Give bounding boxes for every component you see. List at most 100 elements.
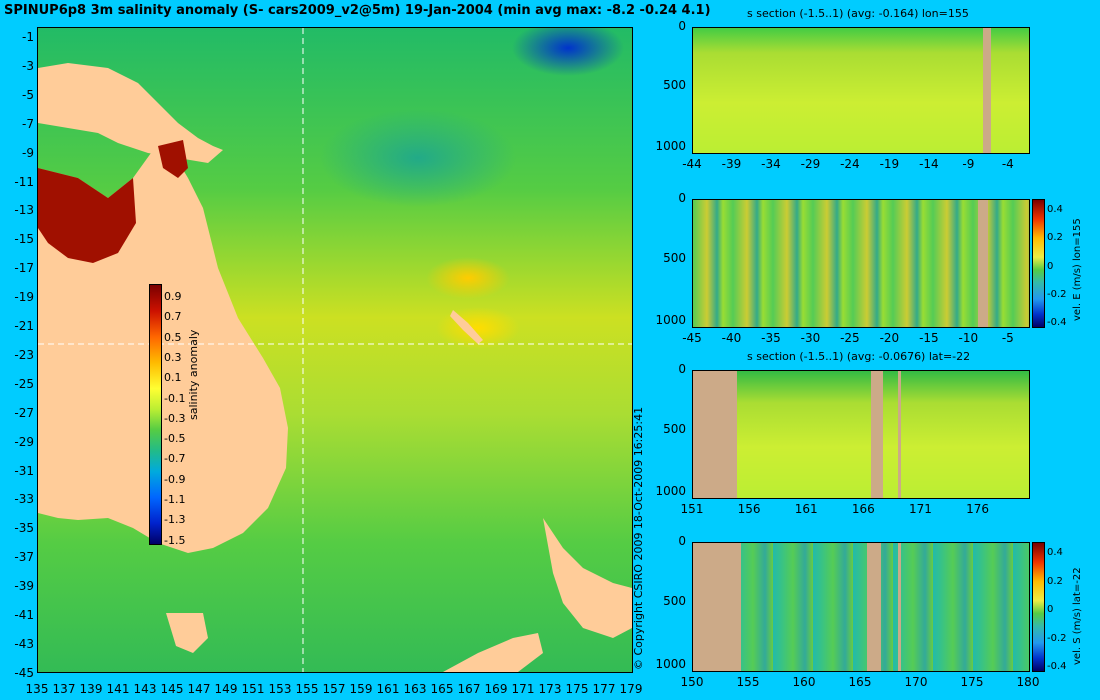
map-lon-tick: 165 [430, 682, 454, 696]
section-x-tick: -34 [761, 157, 781, 171]
map-lon-tick: 171 [511, 682, 535, 696]
map-lat-tick: -37 [14, 550, 34, 565]
section-depth-tick: 500 [663, 250, 686, 265]
section-x-tick: -15 [919, 331, 939, 345]
section-land-mask [978, 200, 988, 327]
section-depth-tick: 1000 [655, 483, 686, 498]
section-land-mask [898, 543, 901, 671]
section-depth-tick: 0 [678, 534, 686, 548]
section-x-tick: 166 [851, 502, 875, 516]
map-colorbar-tick: -0.7 [164, 452, 186, 466]
section-x-tick: -9 [962, 157, 975, 171]
section-x-tick: 180 [1016, 675, 1040, 689]
map-lon-tick: 145 [160, 682, 184, 696]
section-x-tick: -40 [721, 331, 742, 345]
section-x-tick: -19 [879, 157, 900, 171]
section-colorbar-tick: -0.4 [1047, 661, 1067, 672]
section-colorbar [1032, 199, 1045, 328]
section-x-tick: 150 [680, 675, 704, 689]
section-x-tick: -29 [800, 157, 821, 171]
section-colorbar-tick: -0.2 [1047, 632, 1067, 644]
map-lon-tick: 143 [133, 682, 157, 696]
section-x-tick: 155 [736, 675, 760, 689]
map-colorbar-tick: -1.3 [164, 513, 186, 527]
section-x-tick: 176 [966, 502, 990, 516]
map-lat-tick: -3 [22, 58, 34, 73]
map-lon-tick: 167 [457, 682, 481, 696]
section-land-mask [867, 543, 881, 671]
section-x-tick: 160 [792, 675, 816, 689]
map-lat-tick: -13 [14, 203, 34, 218]
map-lat-tick: -15 [14, 232, 34, 247]
land-nz-north [543, 518, 632, 638]
map-colorbar-label: salinity anomaly [187, 329, 200, 420]
section-title: s section (-1.5..1) (avg: -0.0676) lat=-… [747, 350, 971, 363]
map-lat-tick: -17 [14, 261, 34, 276]
section-x-tick: -20 [879, 331, 900, 345]
map-lon-tick: 139 [79, 682, 103, 696]
map-lon-tick: 177 [592, 682, 616, 696]
section-land-mask [693, 371, 737, 498]
map-lon-tick: 141 [106, 682, 130, 696]
section-colorbar-tick: 0.4 [1047, 204, 1063, 215]
section-colorbar [1032, 542, 1045, 672]
section-depth-tick: 1000 [655, 312, 686, 327]
section-colorbar-tick: 0.2 [1047, 575, 1063, 587]
section-land-mask [898, 371, 901, 498]
map-lon-tick: 173 [538, 682, 562, 696]
section-land-mask [983, 28, 991, 153]
land-new-caledonia [450, 310, 483, 344]
map-colorbar-tick: 0.3 [164, 350, 182, 364]
map-lat-tick: -41 [14, 608, 34, 622]
salinity-map[interactable] [37, 27, 633, 673]
map-lon-tick: 135 [25, 682, 49, 696]
map-lat-tick: -25 [14, 376, 34, 391]
map-colorbar-tick: 0.9 [164, 290, 182, 303]
map-lat-tick: -31 [14, 463, 34, 478]
page-title: SPINUP6p8 3m salinity anomaly (S- cars20… [4, 3, 711, 18]
map-lat-tick: -9 [22, 145, 34, 160]
section-colorbar-tick: -0.2 [1047, 288, 1067, 300]
section-x-tick: 161 [794, 502, 818, 516]
section-x-tick: -45 [682, 331, 702, 345]
map-lat-tick: -29 [14, 434, 34, 449]
section-depth-tick: 500 [663, 77, 686, 92]
section-plot[interactable] [692, 542, 1030, 672]
section-colorbar-tick: 0.4 [1047, 547, 1063, 558]
section-x-tick: -44 [682, 157, 702, 171]
map-lon-tick: 161 [376, 682, 400, 696]
section-title: s section (-1.5..1) (avg: -0.164) lon=15… [747, 7, 969, 20]
section-plot[interactable] [692, 199, 1030, 328]
map-colorbar-tick: 0.7 [164, 310, 182, 324]
section-colorbar-tick: 0 [1047, 260, 1054, 272]
section-x-tick: -10 [958, 331, 979, 345]
land-new-guinea [38, 63, 223, 163]
section-x-tick: -39 [721, 157, 742, 171]
section-colorbar-tick: 0.2 [1047, 232, 1063, 244]
map-lon-tick: 159 [349, 682, 373, 696]
section-depth-tick: 0 [678, 362, 686, 376]
section-plot[interactable] [692, 27, 1030, 154]
map-colorbar [149, 284, 162, 545]
section-colorbar-tick: 0 [1047, 604, 1054, 615]
land-nz-south [443, 633, 543, 672]
map-colorbar-tick: -0.9 [164, 472, 186, 486]
section-depth-tick: 1000 [655, 139, 686, 153]
map-lon-tick: 179 [619, 682, 643, 696]
map-lat-tick: -5 [22, 87, 34, 102]
map-lon-tick: 137 [52, 682, 76, 696]
section-x-tick: 171 [909, 502, 932, 516]
section-colorbar-label: vel. S (m/s) lat=-22 [1072, 567, 1083, 665]
section-x-tick: 156 [737, 502, 761, 516]
section-x-tick: -14 [919, 157, 939, 171]
section-depth-tick: 0 [678, 19, 686, 33]
section-land-mask [693, 543, 741, 671]
section-depth-tick: 500 [663, 421, 686, 436]
map-lat-tick: -7 [22, 116, 34, 131]
map-colorbar-tick: -1.5 [164, 533, 186, 547]
section-plot[interactable] [692, 370, 1030, 499]
map-lat-tick: -33 [14, 492, 34, 507]
map-colorbar-tick: -0.5 [164, 432, 186, 446]
map-lat-tick: -11 [14, 174, 34, 189]
section-depth-tick: 1000 [655, 656, 686, 671]
